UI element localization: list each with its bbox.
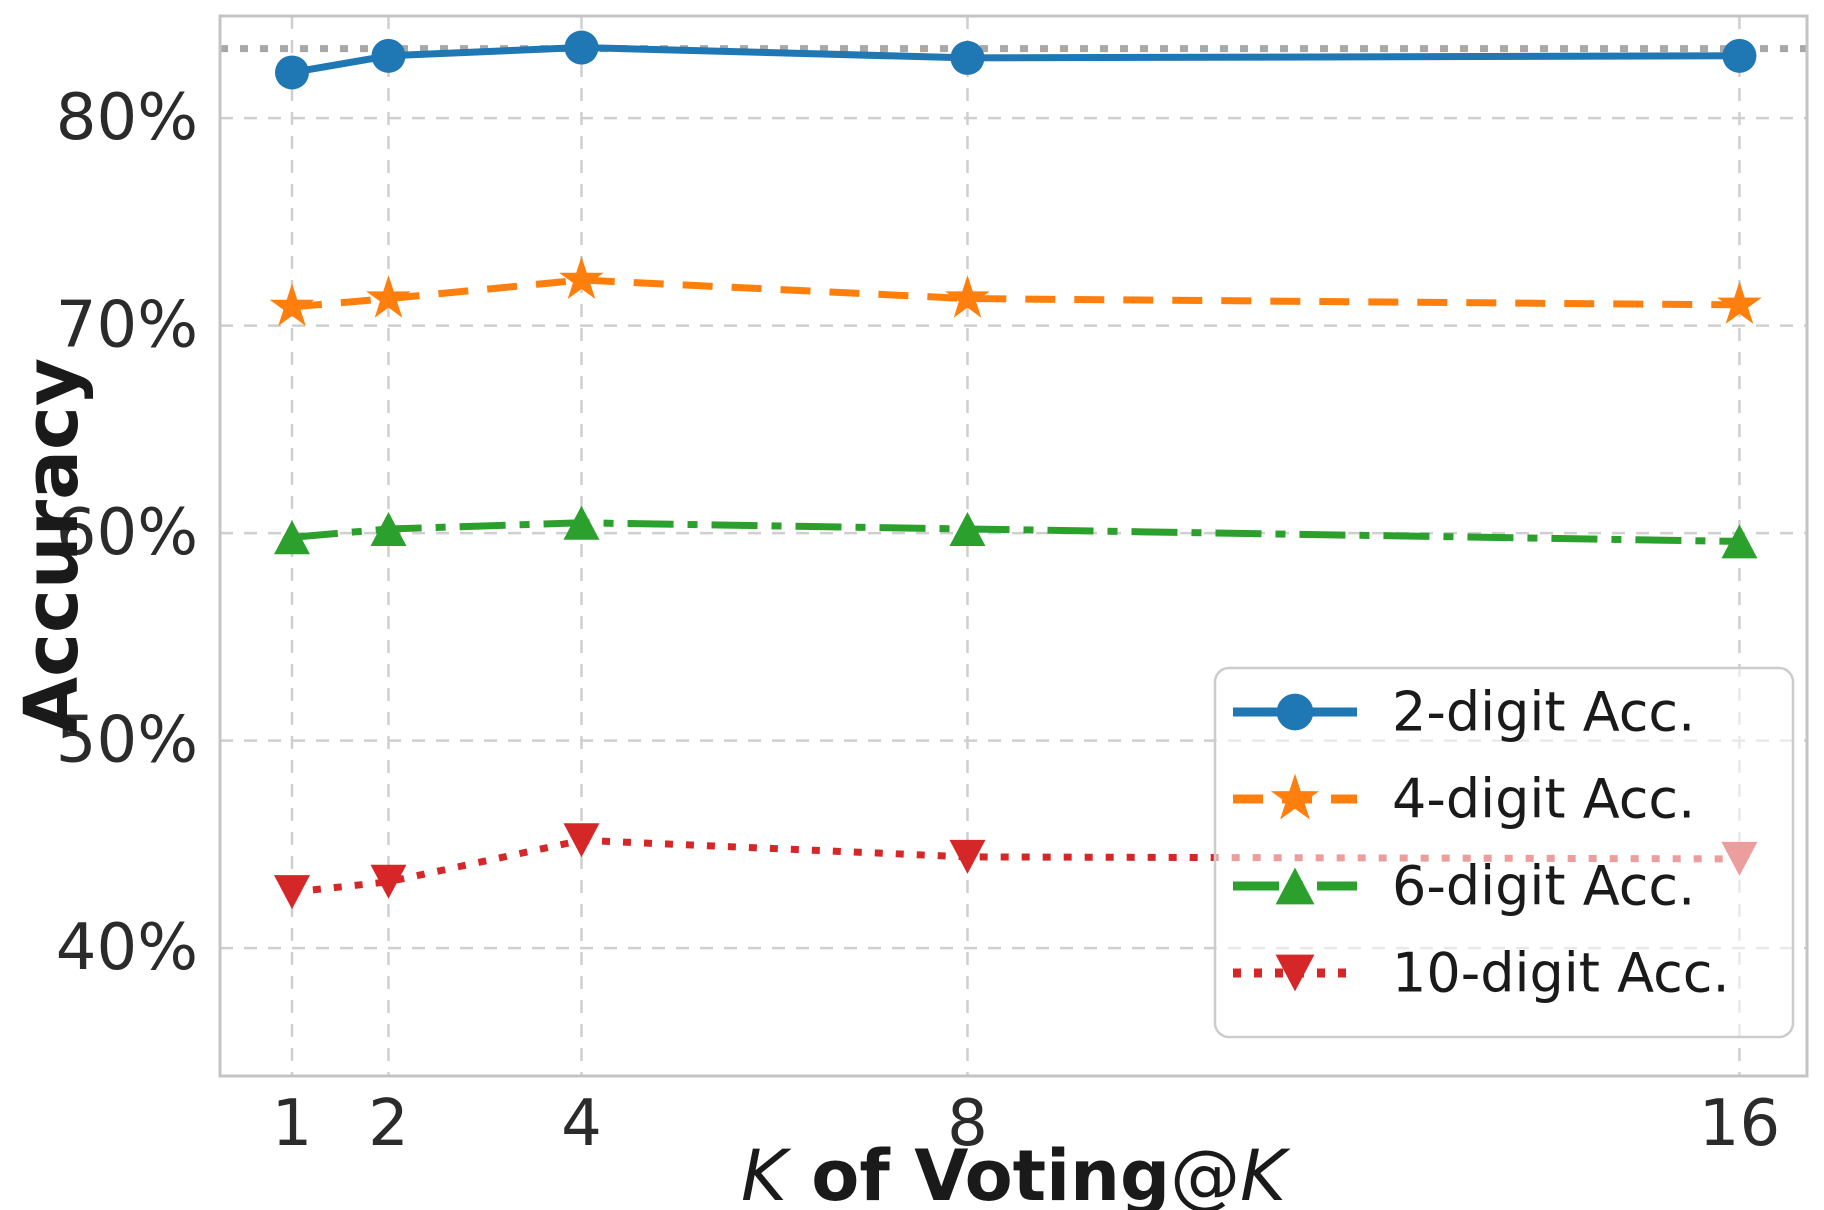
x-axis-label-part-2: @ [1170,1135,1240,1210]
x-tick-label-2: 2 [368,1087,409,1161]
legend-marker-6-digit-acc [1275,867,1315,905]
legend-label-2-digit-acc: 2-digit Acc. [1392,681,1695,744]
legend-label-4-digit-acc: 4-digit Acc. [1392,768,1695,831]
legend-marker-10-digit-acc [1275,954,1315,992]
y-tick-label-50: 50% [56,704,198,778]
series-marker-4-digit-acc-k8 [945,275,990,318]
y-tick-label-40: 40% [56,911,198,985]
legend-item-2-digit-acc: 2-digit Acc. [1233,681,1695,744]
series-marker-4-digit-acc-k4 [559,256,604,299]
legend-item-4-digit-acc: 4-digit Acc. [1233,768,1695,831]
series-marker-2-digit-acc-k2 [371,38,406,73]
series-marker-2-digit-acc-k4 [564,30,599,65]
axes-spines [218,14,1809,1078]
y-tick-label-60: 60% [56,496,198,570]
series-marker-2-digit-acc-k16 [1722,38,1757,73]
series-marker-6-digit-acc-k1 [273,520,310,555]
series-marker-6-digit-acc-k16 [1721,524,1758,559]
x-axis-label-part-3: K [1240,1135,1291,1210]
y-tick-label-80: 80% [56,81,198,155]
x-tick-label-1: 1 [272,1087,313,1161]
legend-item-10-digit-acc: 10-digit Acc. [1233,942,1730,1005]
series-marker-10-digit-acc-k4 [563,823,600,858]
x-axis-label: K of Voting@K [741,1135,1291,1210]
series-marker-10-digit-acc-k1 [273,875,310,910]
legend-marker-4-digit-acc [1270,773,1320,820]
legend: 2-digit Acc. 4-digit Acc. 6-digit Acc. 10-d… [1233,681,1730,1005]
y-axis-label: Accuracy [9,358,95,734]
x-tick-label-8: 8 [947,1087,988,1161]
legend-box [1213,666,1795,1039]
x-tick-label-16: 16 [1699,1087,1780,1161]
series-marker-4-digit-acc-k2 [366,275,411,318]
legend-label-10-digit-acc: 10-digit Acc. [1392,942,1730,1005]
x-axis-label-part-1: of Voting [787,1135,1170,1210]
series-marker-10-digit-acc-k2 [370,864,407,899]
x-tick-label-4: 4 [561,1087,602,1161]
series-marker-6-digit-acc-k8 [949,511,986,546]
series-marker-6-digit-acc-k2 [370,511,407,546]
x-axis-label-part-0: K [741,1135,792,1210]
series-marker-2-digit-acc-k8 [950,40,985,75]
series-marker-6-digit-acc-k4 [563,505,600,540]
legend-item-6-digit-acc: 6-digit Acc. [1233,855,1695,918]
y-tick-label-70: 70% [56,289,198,363]
legend-label-6-digit-acc: 6-digit Acc. [1392,855,1695,918]
legend-marker-2-digit-acc [1276,693,1314,731]
series-marker-2-digit-acc-k1 [274,55,309,90]
series-marker-10-digit-acc-k8 [949,839,986,874]
series-line-4-digit-acc [291,276,1740,311]
series-marker-4-digit-acc-k16 [1717,281,1762,324]
series-marker-4-digit-acc-k1 [269,283,315,326]
